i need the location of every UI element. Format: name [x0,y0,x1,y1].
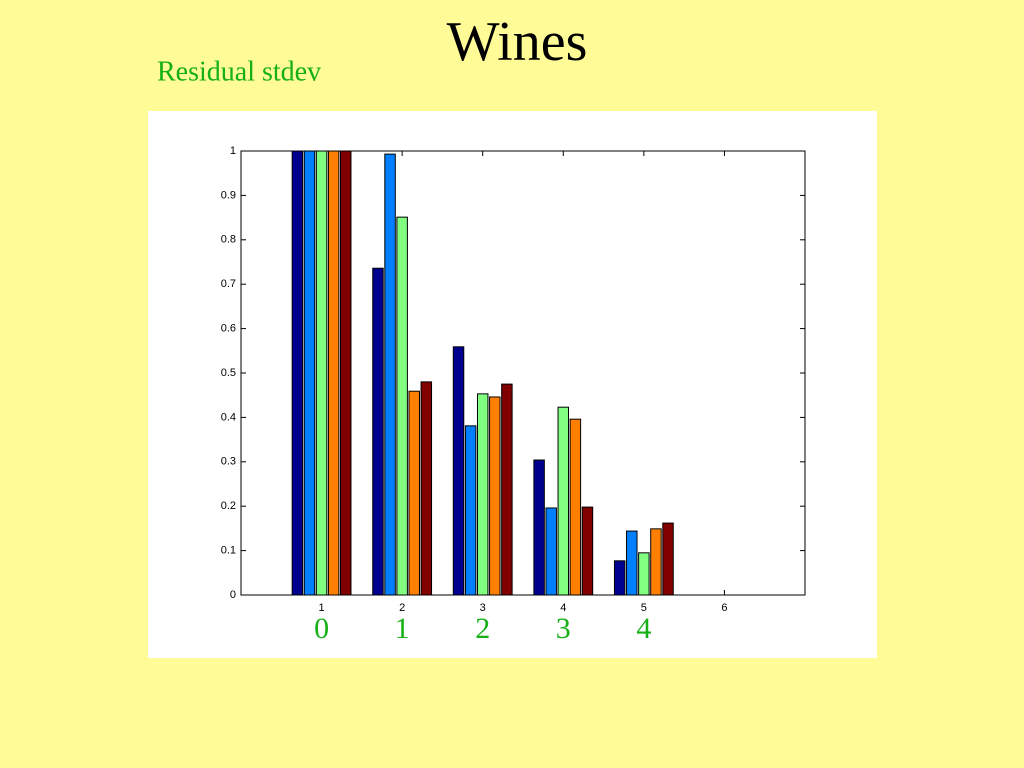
x-tick-label: 3 [480,602,486,614]
bar [303,150,316,596]
slide-title: Wines [447,11,588,73]
bar [452,346,465,596]
bar [476,393,489,596]
bar [581,506,594,596]
bar [613,560,626,596]
group-label: 4 [636,612,651,645]
bar [408,390,420,596]
group-label: 2 [475,612,490,645]
x-tick-label: 5 [641,602,647,614]
bar [327,150,340,596]
bar [396,216,408,596]
y-tick-label: 0.3 [221,456,236,468]
bar [650,528,662,596]
bar [489,396,501,596]
bar [384,153,396,596]
y-tick-label: 0.7 [221,278,236,290]
y-tick-label: 0.6 [221,323,236,335]
group-label: 1 [395,612,410,645]
bar [662,522,674,596]
bar [626,530,638,596]
y-tick-label: 0.4 [221,411,236,423]
bar [569,418,582,596]
bar [638,552,650,596]
y-tick-label: 0.5 [221,367,236,379]
bar [545,507,557,596]
bar [464,425,477,596]
y-tick-label: 0.2 [221,500,236,512]
y-tick-label: 1 [230,145,236,157]
group-label: 0 [314,612,329,645]
y-tick-label: 0.9 [221,189,236,201]
x-tick-label: 6 [721,602,727,614]
bar [315,150,328,596]
bar [501,383,513,596]
bar [557,406,570,596]
x-tick-label: 4 [560,602,566,614]
subtitle: Residual stdev [157,56,321,87]
x-tick-label: 2 [399,602,405,614]
bar [340,150,352,596]
y-tick-label: 0.1 [221,545,236,557]
group-label: 3 [556,612,571,645]
x-tick-label: 1 [319,602,325,614]
y-tick-label: 0 [230,589,236,601]
y-tick-label: 0.8 [221,234,236,246]
bar [291,150,304,596]
bar [420,381,433,596]
bar [372,267,384,596]
bar [533,459,545,596]
